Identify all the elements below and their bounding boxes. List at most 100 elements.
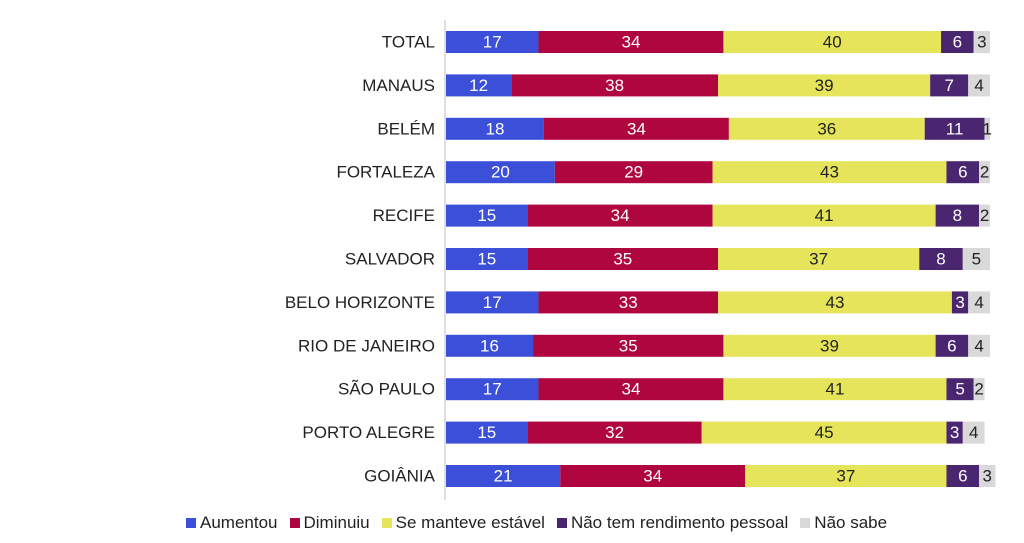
bar-belem-diminuiu [543, 117, 729, 140]
legend-label-nao-sabe: Não sabe [814, 513, 888, 532]
category-label-salvador: SALVADOR [345, 250, 435, 269]
data-label-belem-nao-sabe: 1 [983, 119, 992, 138]
data-label-total-aumentou: 17 [483, 33, 502, 52]
bar-total-nao-sabe [973, 31, 990, 53]
bar-sao-paulo-aumentou [446, 378, 539, 401]
category-label-manaus: MANAUS [362, 76, 435, 95]
bar-recife-se-manteve-estavel [712, 204, 936, 227]
category-label-fortaleza: FORTALEZA [336, 163, 435, 182]
legend-item-nao-sabe: Não sabe [800, 513, 887, 533]
data-label-recife-diminuiu: 34 [611, 206, 630, 225]
bar-goiania-se-manteve-estavel [745, 465, 947, 487]
data-label-manaus-aumentou: 12 [469, 76, 488, 95]
bar-fortaleza-diminuiu [554, 161, 713, 184]
data-label-goiania-nao-sabe: 3 [983, 467, 992, 486]
bar-porto-alegre-nao-sabe [962, 421, 985, 444]
data-label-manaus-nao-sabe: 4 [974, 76, 983, 95]
category-label-belo-horizonte: BELO HORIZONTE [285, 293, 435, 312]
data-label-total-nao-sabe: 3 [977, 33, 986, 52]
bar-belo-horizonte-se-manteve-estavel [718, 291, 952, 314]
bar-belo-horizonte-diminuiu [538, 291, 718, 314]
bar-sao-paulo-diminuiu [538, 378, 724, 401]
data-label-recife-nao-sabe: 2 [980, 206, 989, 225]
bar-belem-nao-sabe [984, 117, 990, 140]
bar-goiania-diminuiu [560, 465, 746, 487]
data-label-salvador-diminuiu: 35 [613, 250, 632, 269]
bar-rio-de-janeiro-nao-sabe [968, 334, 990, 357]
bar-porto-alegre-aumentou [446, 421, 528, 444]
data-label-porto-alegre-nao-tem-rendimento-pessoal: 3 [950, 423, 959, 442]
data-label-belo-horizonte-se-manteve-estavel: 43 [825, 293, 844, 312]
bar-salvador-nao-tem-rendimento-pessoal [919, 248, 963, 270]
bar-fortaleza-aumentou [446, 161, 555, 184]
category-label-total: TOTAL [382, 33, 435, 52]
bar-goiania-aumentou [446, 465, 561, 487]
data-label-goiania-nao-tem-rendimento-pessoal: 6 [958, 467, 967, 486]
data-label-goiania-aumentou: 21 [494, 467, 513, 486]
bar-porto-alegre-diminuiu [527, 421, 702, 444]
bar-recife-nao-tem-rendimento-pessoal [935, 204, 980, 227]
data-label-total-se-manteve-estavel: 40 [823, 33, 842, 52]
data-label-sao-paulo-aumentou: 17 [483, 380, 502, 399]
legend-item-aumentou: Aumentou [186, 513, 278, 533]
bar-salvador-nao-sabe [962, 248, 990, 270]
data-label-manaus-diminuiu: 38 [605, 76, 624, 95]
data-label-belo-horizonte-diminuiu: 33 [619, 293, 638, 312]
bar-manaus-nao-tem-rendimento-pessoal [930, 74, 969, 97]
bar-salvador-aumentou [446, 248, 528, 270]
legend-swatch-diminuiu [289, 518, 300, 528]
data-label-total-diminuiu: 34 [621, 33, 640, 52]
bar-belo-horizonte-nao-sabe [968, 291, 990, 314]
bar-belem-nao-tem-rendimento-pessoal [924, 117, 985, 140]
legend-swatch-se-manteve-estavel [381, 518, 392, 528]
category-label-sao-paulo: SÃO PAULO [338, 380, 435, 399]
data-label-fortaleza-nao-tem-rendimento-pessoal: 6 [958, 163, 967, 182]
data-label-goiania-se-manteve-estavel: 37 [836, 467, 855, 486]
bar-belo-horizonte-nao-tem-rendimento-pessoal [951, 291, 969, 314]
data-label-belem-aumentou: 18 [485, 119, 504, 138]
data-label-goiania-diminuiu: 34 [643, 467, 662, 486]
data-label-porto-alegre-se-manteve-estavel: 45 [815, 423, 834, 442]
bar-goiania-nao-sabe [979, 465, 996, 487]
bar-fortaleza-se-manteve-estavel [712, 161, 947, 184]
bar-manaus-nao-sabe [968, 74, 990, 97]
bar-rio-de-janeiro-se-manteve-estavel [723, 334, 936, 357]
bar-rio-de-janeiro-nao-tem-rendimento-pessoal [935, 334, 969, 357]
data-label-fortaleza-nao-sabe: 2 [980, 163, 989, 182]
data-label-porto-alegre-aumentou: 15 [477, 423, 496, 442]
data-label-rio-de-janeiro-nao-tem-rendimento-pessoal: 6 [947, 336, 956, 355]
legend-item-nao-tem-rendimento-pessoal: Não tem rendimento pessoal [556, 513, 789, 533]
bar-total-se-manteve-estavel [723, 31, 942, 53]
chart-legend: Aumentou Diminuiu Se manteve estável Não te… [186, 512, 1018, 534]
data-label-recife-aumentou: 15 [477, 206, 496, 225]
data-label-belem-diminuiu: 34 [627, 119, 646, 138]
data-label-porto-alegre-diminuiu: 32 [605, 423, 624, 442]
legend-label-aumentou: Aumentou [200, 513, 278, 532]
legend-label-nao-tem-rendimento-pessoal: Não tem rendimento pessoal [570, 513, 789, 532]
bar-fortaleza-nao-tem-rendimento-pessoal [946, 161, 980, 184]
bar-sao-paulo-se-manteve-estavel [723, 378, 947, 401]
category-label-goiania: GOIÂNIA [364, 467, 436, 486]
bar-porto-alegre-nao-tem-rendimento-pessoal [946, 421, 963, 444]
data-label-salvador-nao-tem-rendimento-pessoal: 8 [936, 250, 945, 269]
data-label-belem-se-manteve-estavel: 36 [817, 119, 836, 138]
data-label-recife-se-manteve-estavel: 41 [815, 206, 834, 225]
data-label-sao-paulo-nao-sabe: 2 [974, 380, 983, 399]
legend-label-diminuiu: Diminuiu [303, 513, 370, 532]
category-label-recife: RECIFE [373, 206, 435, 225]
bar-belem-aumentou [446, 117, 544, 140]
bar-belo-horizonte-aumentou [446, 291, 539, 314]
data-label-sao-paulo-se-manteve-estavel: 41 [825, 380, 844, 399]
data-label-salvador-nao-sabe: 5 [972, 250, 981, 269]
data-label-salvador-se-manteve-estavel: 37 [809, 250, 828, 269]
bar-recife-diminuiu [527, 204, 713, 227]
bar-fortaleza-nao-sabe [979, 161, 990, 184]
legend-item-diminuiu: Diminuiu [289, 513, 370, 533]
data-label-rio-de-janeiro-se-manteve-estavel: 39 [820, 336, 839, 355]
legend-label-se-manteve-estavel: Se manteve estável [395, 513, 545, 532]
data-label-rio-de-janeiro-aumentou: 16 [480, 336, 499, 355]
bar-salvador-diminuiu [527, 248, 718, 270]
category-label-porto-alegre: PORTO ALEGRE [302, 423, 435, 442]
